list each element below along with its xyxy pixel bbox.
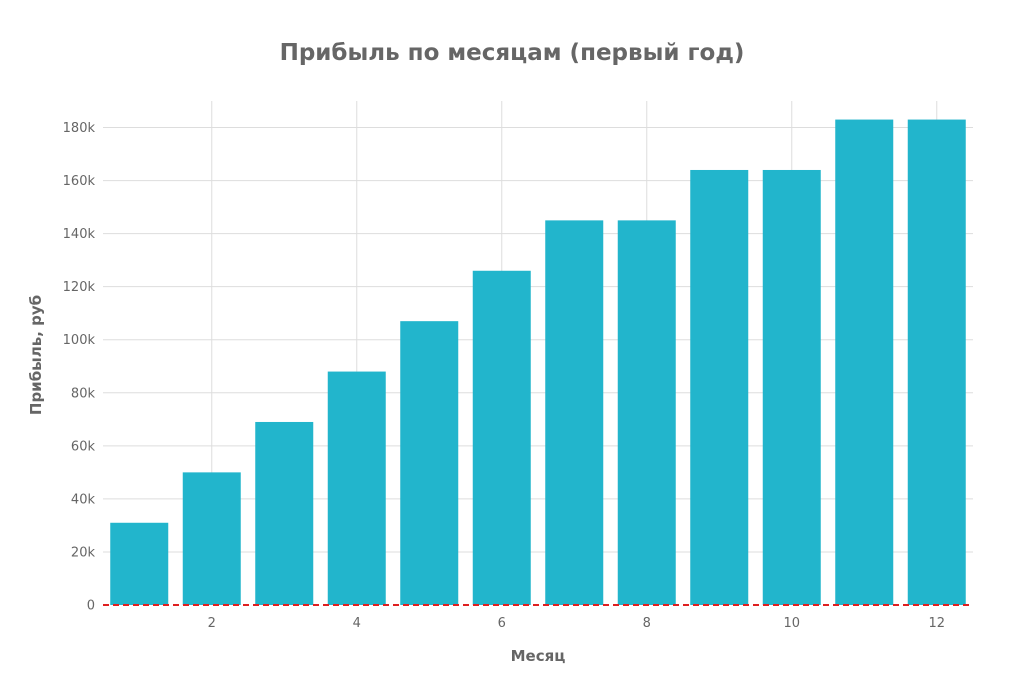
bars	[110, 119, 966, 606]
bar	[472, 270, 531, 605]
y-axis-title: Прибыль, руб	[27, 295, 45, 415]
bar	[400, 321, 459, 605]
x-tick-label: 10	[783, 616, 800, 631]
bar	[255, 421, 314, 605]
y-tick-label: 100k	[63, 333, 96, 348]
y-tick-label: 80k	[71, 386, 96, 401]
x-tick-label: 12	[928, 616, 945, 631]
y-tick-label: 40k	[71, 492, 96, 507]
bar	[907, 119, 966, 605]
bar	[545, 220, 604, 606]
bar	[762, 169, 821, 605]
bar	[110, 522, 169, 605]
y-tick-label: 0	[87, 599, 95, 614]
bar	[182, 472, 241, 605]
x-axis-ticks: 2 4 6 8 10 12	[208, 616, 945, 631]
bar	[327, 371, 386, 605]
bar	[617, 220, 676, 606]
x-tick-label: 4	[353, 616, 361, 631]
y-axis-ticks: 0 20k 40k 60k 80k 100k 120k 140k 160k 180k	[63, 121, 96, 613]
x-tick-label: 8	[643, 616, 651, 631]
chart-title: Прибыль по месяцам (первый год)	[280, 40, 745, 66]
y-tick-label: 180k	[63, 121, 96, 136]
x-tick-label: 2	[208, 616, 216, 631]
bar	[690, 169, 749, 605]
x-tick-label: 6	[498, 616, 506, 631]
y-tick-label: 20k	[71, 545, 96, 560]
y-tick-label: 140k	[63, 227, 96, 242]
y-tick-label: 160k	[63, 174, 96, 189]
bar	[835, 119, 894, 605]
x-axis-title: Месяц	[511, 647, 566, 665]
y-tick-label: 60k	[71, 439, 96, 454]
y-tick-label: 120k	[63, 280, 96, 295]
